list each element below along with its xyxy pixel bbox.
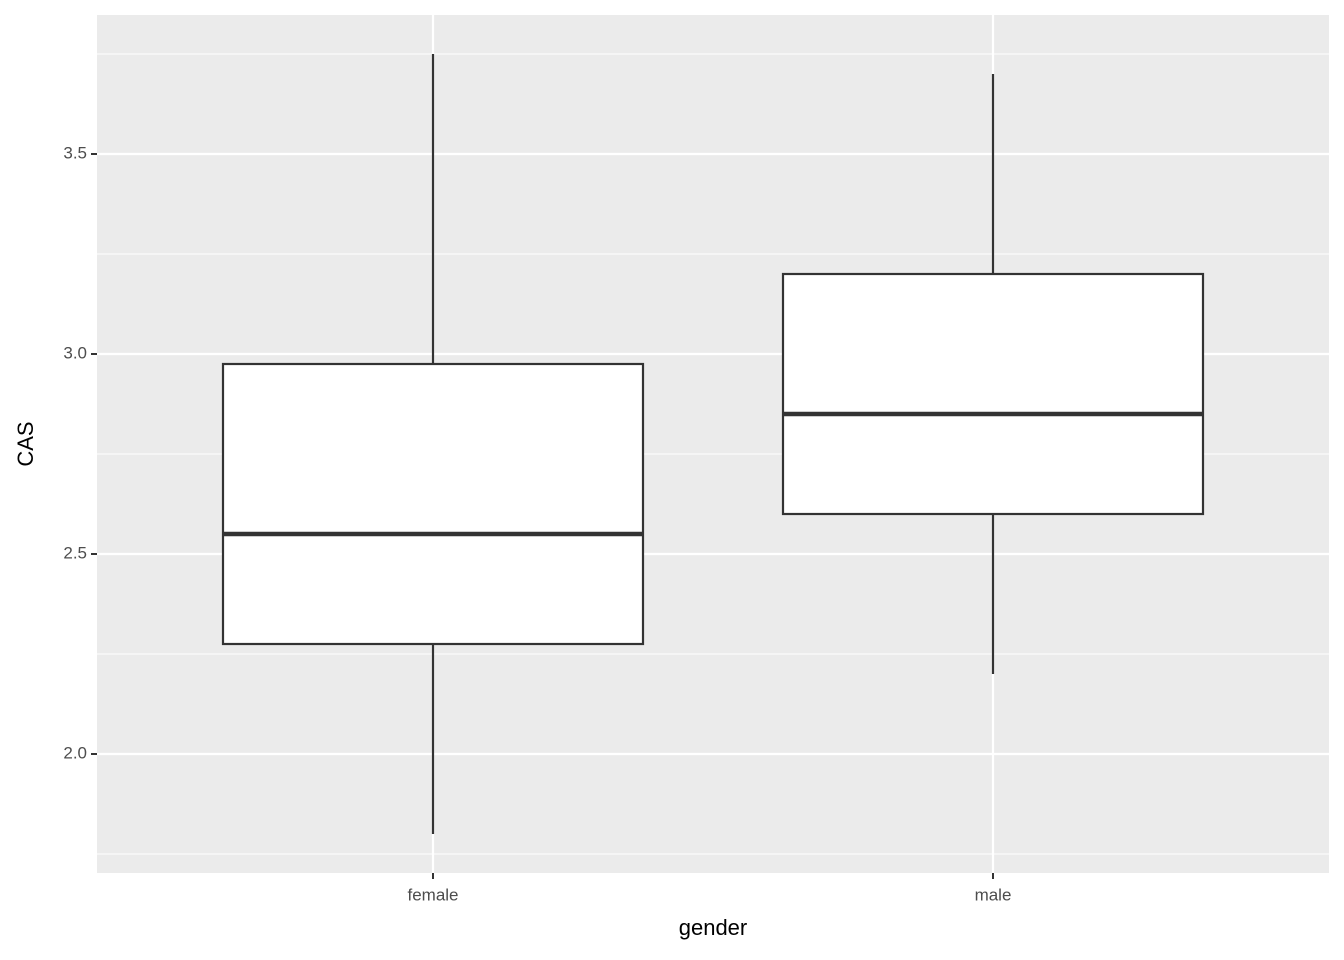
y-tick-label: 2.5 bbox=[63, 543, 87, 562]
x-tick-label: female bbox=[407, 885, 458, 904]
y-tick-label: 2.0 bbox=[63, 743, 87, 762]
y-tick-label: 3.0 bbox=[63, 343, 87, 362]
y-tick-label: 3.5 bbox=[63, 143, 87, 162]
y-axis-title: CAS bbox=[13, 421, 38, 466]
box bbox=[781, 272, 1205, 516]
x-tick-label: male bbox=[975, 885, 1012, 904]
x-axis-title: gender bbox=[679, 915, 748, 940]
box bbox=[221, 362, 645, 646]
